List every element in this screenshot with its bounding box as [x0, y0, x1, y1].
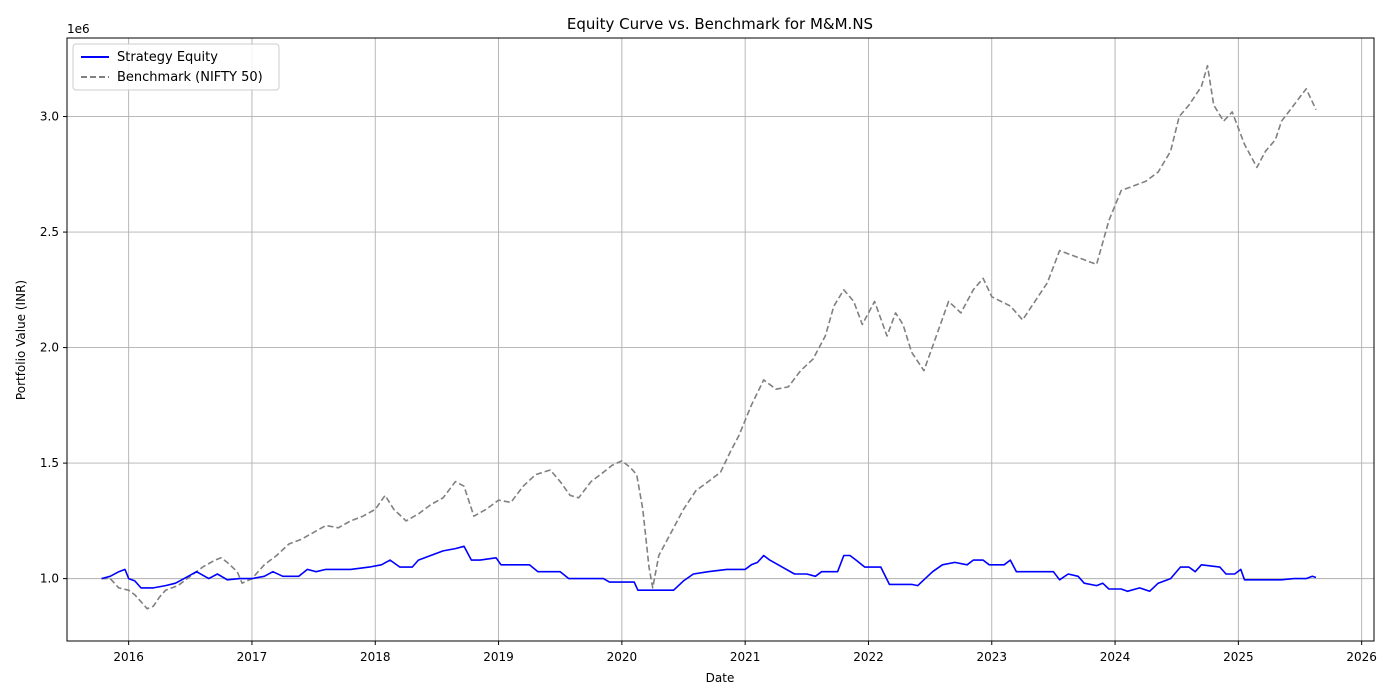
y-tick-label-1.0: 1.0 [40, 572, 59, 586]
plot-frame [66, 37, 1375, 642]
x-tick-label-2021: 2021 [730, 650, 761, 664]
x-tick-label-2020: 2020 [607, 650, 638, 664]
y-tick-label-2.5: 2.5 [40, 225, 59, 239]
x-tick-label-2025: 2025 [1223, 650, 1254, 664]
grid-layer [67, 38, 1374, 641]
series-line-benchmark [101, 64, 1317, 610]
y-tick-label-3.0: 3.0 [40, 110, 59, 124]
series-layer [101, 64, 1317, 610]
x-tick-label-2019: 2019 [483, 650, 514, 664]
y-axis-label: Portfolio Value (INR) [14, 280, 28, 400]
tick-layer: 2016 2017 2018 2019 2020 2021 2022 2023 2024 2025… [40, 110, 1377, 664]
y-tick-label-1.5: 1.5 [40, 456, 59, 470]
x-tick-label-2026: 2026 [1346, 650, 1377, 664]
x-tick-label-2016: 2016 [113, 650, 144, 664]
legend-label-strategy-equity: Strategy Equity [117, 50, 218, 65]
series-line-strategy-equity [101, 545, 1317, 593]
y-tick-label-2.0: 2.0 [40, 341, 59, 355]
legend: Strategy Equity Benchmark (NIFTY 50) [72, 43, 280, 91]
x-axis-label: Date [706, 671, 735, 685]
x-tick-label-2017: 2017 [237, 650, 268, 664]
x-tick-label-2024: 2024 [1100, 650, 1131, 664]
x-tick-label-2022: 2022 [853, 650, 884, 664]
x-tick-label-2023: 2023 [976, 650, 1007, 664]
chart-title: Equity Curve vs. Benchmark for M&M.NS [567, 15, 873, 33]
x-tick-label-2018: 2018 [360, 650, 391, 664]
legend-box [72, 43, 280, 91]
legend-label-benchmark: Benchmark (NIFTY 50) [117, 70, 263, 85]
y-axis-offset-label: 1e6 [67, 22, 90, 36]
